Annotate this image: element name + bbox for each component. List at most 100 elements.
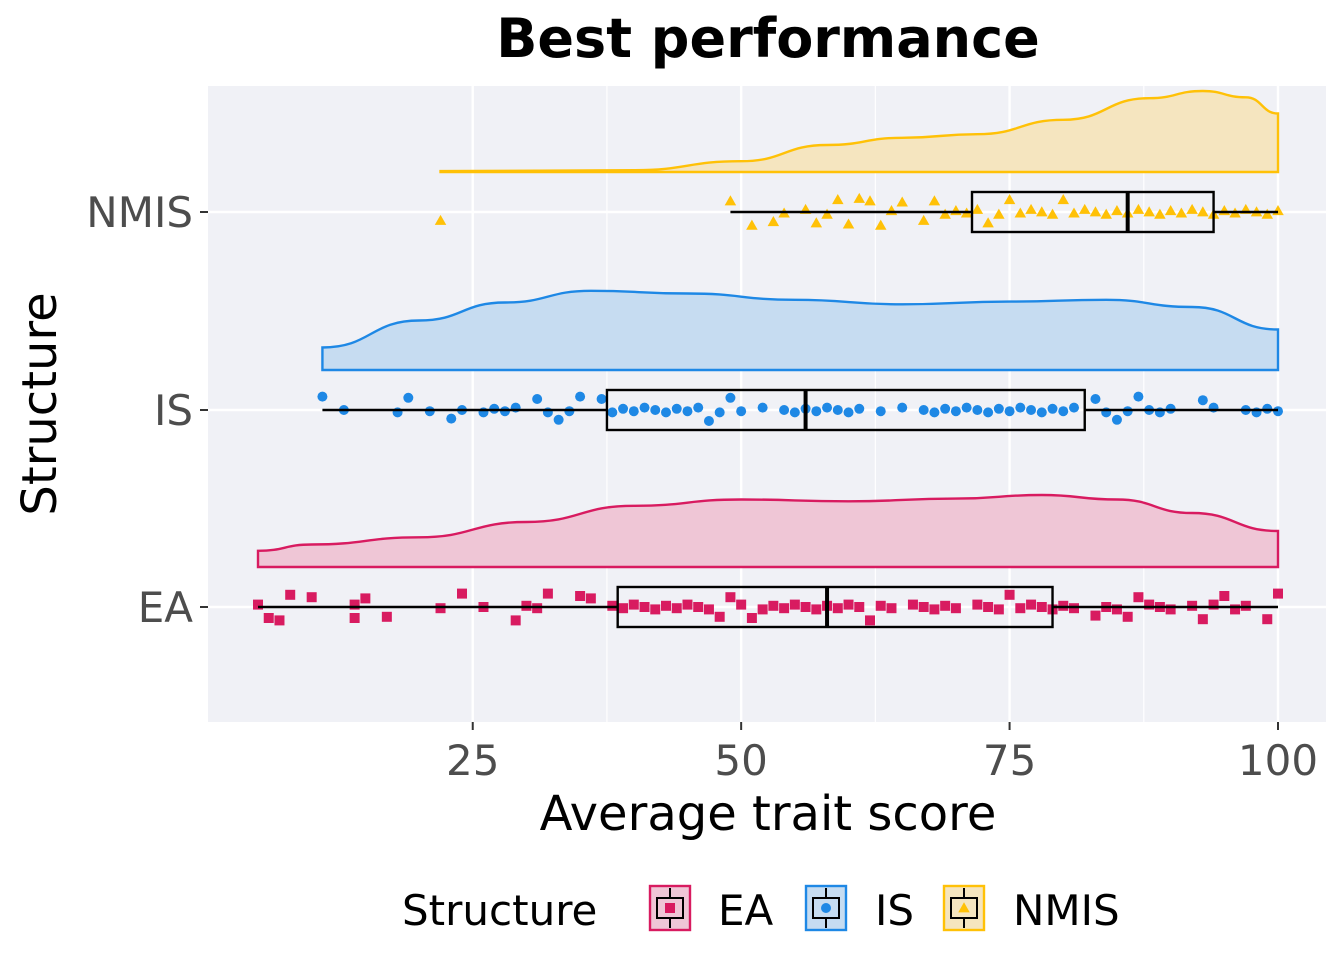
data-point: [875, 406, 886, 417]
data-point: [1197, 206, 1209, 217]
data-point: [1111, 414, 1122, 425]
data-point: [822, 402, 833, 413]
data-point: [1015, 402, 1026, 413]
data-point: [853, 192, 866, 203]
data-point: [703, 604, 714, 615]
data-point: [457, 588, 467, 599]
legend: Structure EA IS NMIS: [402, 884, 1120, 935]
data-point: [585, 593, 596, 604]
data-point: [918, 405, 929, 415]
y-tick-label-ea: EA: [138, 583, 194, 632]
data-point: [1046, 208, 1059, 219]
data-point: [693, 602, 704, 612]
data-point: [993, 208, 1005, 219]
data-point: [940, 403, 951, 414]
data-point: [349, 613, 360, 623]
x-tick-label: 100: [1238, 736, 1318, 785]
data-point: [1090, 610, 1101, 621]
data-point: [1057, 194, 1070, 205]
legend-key-nmis: [942, 884, 986, 932]
data-point: [929, 604, 940, 615]
y-axis-title: Structure: [12, 292, 68, 515]
data-point: [1133, 592, 1144, 603]
data-point: [865, 615, 875, 626]
data-point: [446, 413, 457, 424]
data-point: [746, 219, 758, 230]
data-point: [671, 603, 682, 614]
data-point: [1132, 203, 1145, 214]
x-axis-title: Average trait score: [540, 786, 997, 842]
data-point: [682, 406, 693, 417]
series-ea: [253, 493, 1283, 629]
data-point: [650, 405, 661, 415]
box-nmis: [970, 190, 1215, 234]
data-point: [1047, 403, 1058, 414]
data-point: [639, 402, 650, 413]
data-point: [360, 593, 371, 604]
data-point: [1143, 206, 1155, 217]
data-point: [1068, 207, 1080, 218]
data-point: [1261, 208, 1274, 219]
data-point: [1015, 603, 1026, 614]
data-point: [897, 402, 908, 413]
data-point: [917, 214, 930, 225]
data-point: [1186, 203, 1198, 214]
data-point: [767, 216, 780, 227]
data-point: [381, 611, 392, 622]
box-ea: [616, 585, 1054, 629]
data-point: [1133, 391, 1144, 402]
data-point: [575, 391, 586, 402]
data-point: [832, 405, 843, 415]
box-is: [605, 388, 1086, 432]
data-point: [661, 407, 671, 418]
data-point: [874, 219, 887, 230]
data-point: [811, 604, 822, 615]
data-point: [1004, 589, 1015, 600]
chart-marks: [253, 89, 1284, 629]
data-point: [811, 406, 822, 417]
data-point: [564, 406, 575, 417]
data-point: [1273, 406, 1283, 417]
data-point: [1197, 614, 1208, 625]
data-point: [1036, 206, 1048, 217]
data-point: [424, 406, 435, 417]
data-point: [821, 208, 833, 219]
data-point: [434, 214, 447, 225]
data-point: [618, 403, 629, 414]
data-point: [725, 592, 736, 603]
density-ea: [256, 493, 1280, 569]
data-point: [1208, 599, 1219, 610]
data-point: [596, 394, 607, 404]
data-point: [842, 218, 855, 229]
data-point: [1219, 591, 1230, 601]
legend-marker: [958, 902, 970, 913]
data-point: [1122, 406, 1133, 417]
data-point: [843, 407, 854, 418]
x-tick-label: 75: [983, 736, 1036, 785]
data-point: [542, 588, 553, 599]
data-point: [1164, 205, 1177, 216]
data-point: [918, 602, 929, 612]
data-point: [983, 407, 994, 418]
legend-label-ea: EA: [718, 886, 774, 935]
data-point: [896, 196, 908, 207]
data-point: [961, 402, 972, 413]
data-point: [789, 407, 800, 418]
chart-title: Best performance: [496, 7, 1039, 70]
data-point: [1058, 406, 1069, 417]
data-point: [1111, 604, 1122, 615]
data-point: [263, 613, 274, 623]
data-point: [714, 611, 725, 622]
data-point: [939, 208, 951, 219]
data-point: [1144, 599, 1155, 610]
data-point: [1262, 614, 1273, 625]
data-point: [553, 414, 564, 425]
data-point: [639, 602, 650, 612]
data-point: [1111, 205, 1123, 216]
data-point: [1175, 207, 1188, 218]
data-point: [950, 406, 961, 417]
data-point: [1004, 406, 1015, 417]
data-point: [1026, 599, 1037, 610]
data-point: [972, 599, 983, 610]
